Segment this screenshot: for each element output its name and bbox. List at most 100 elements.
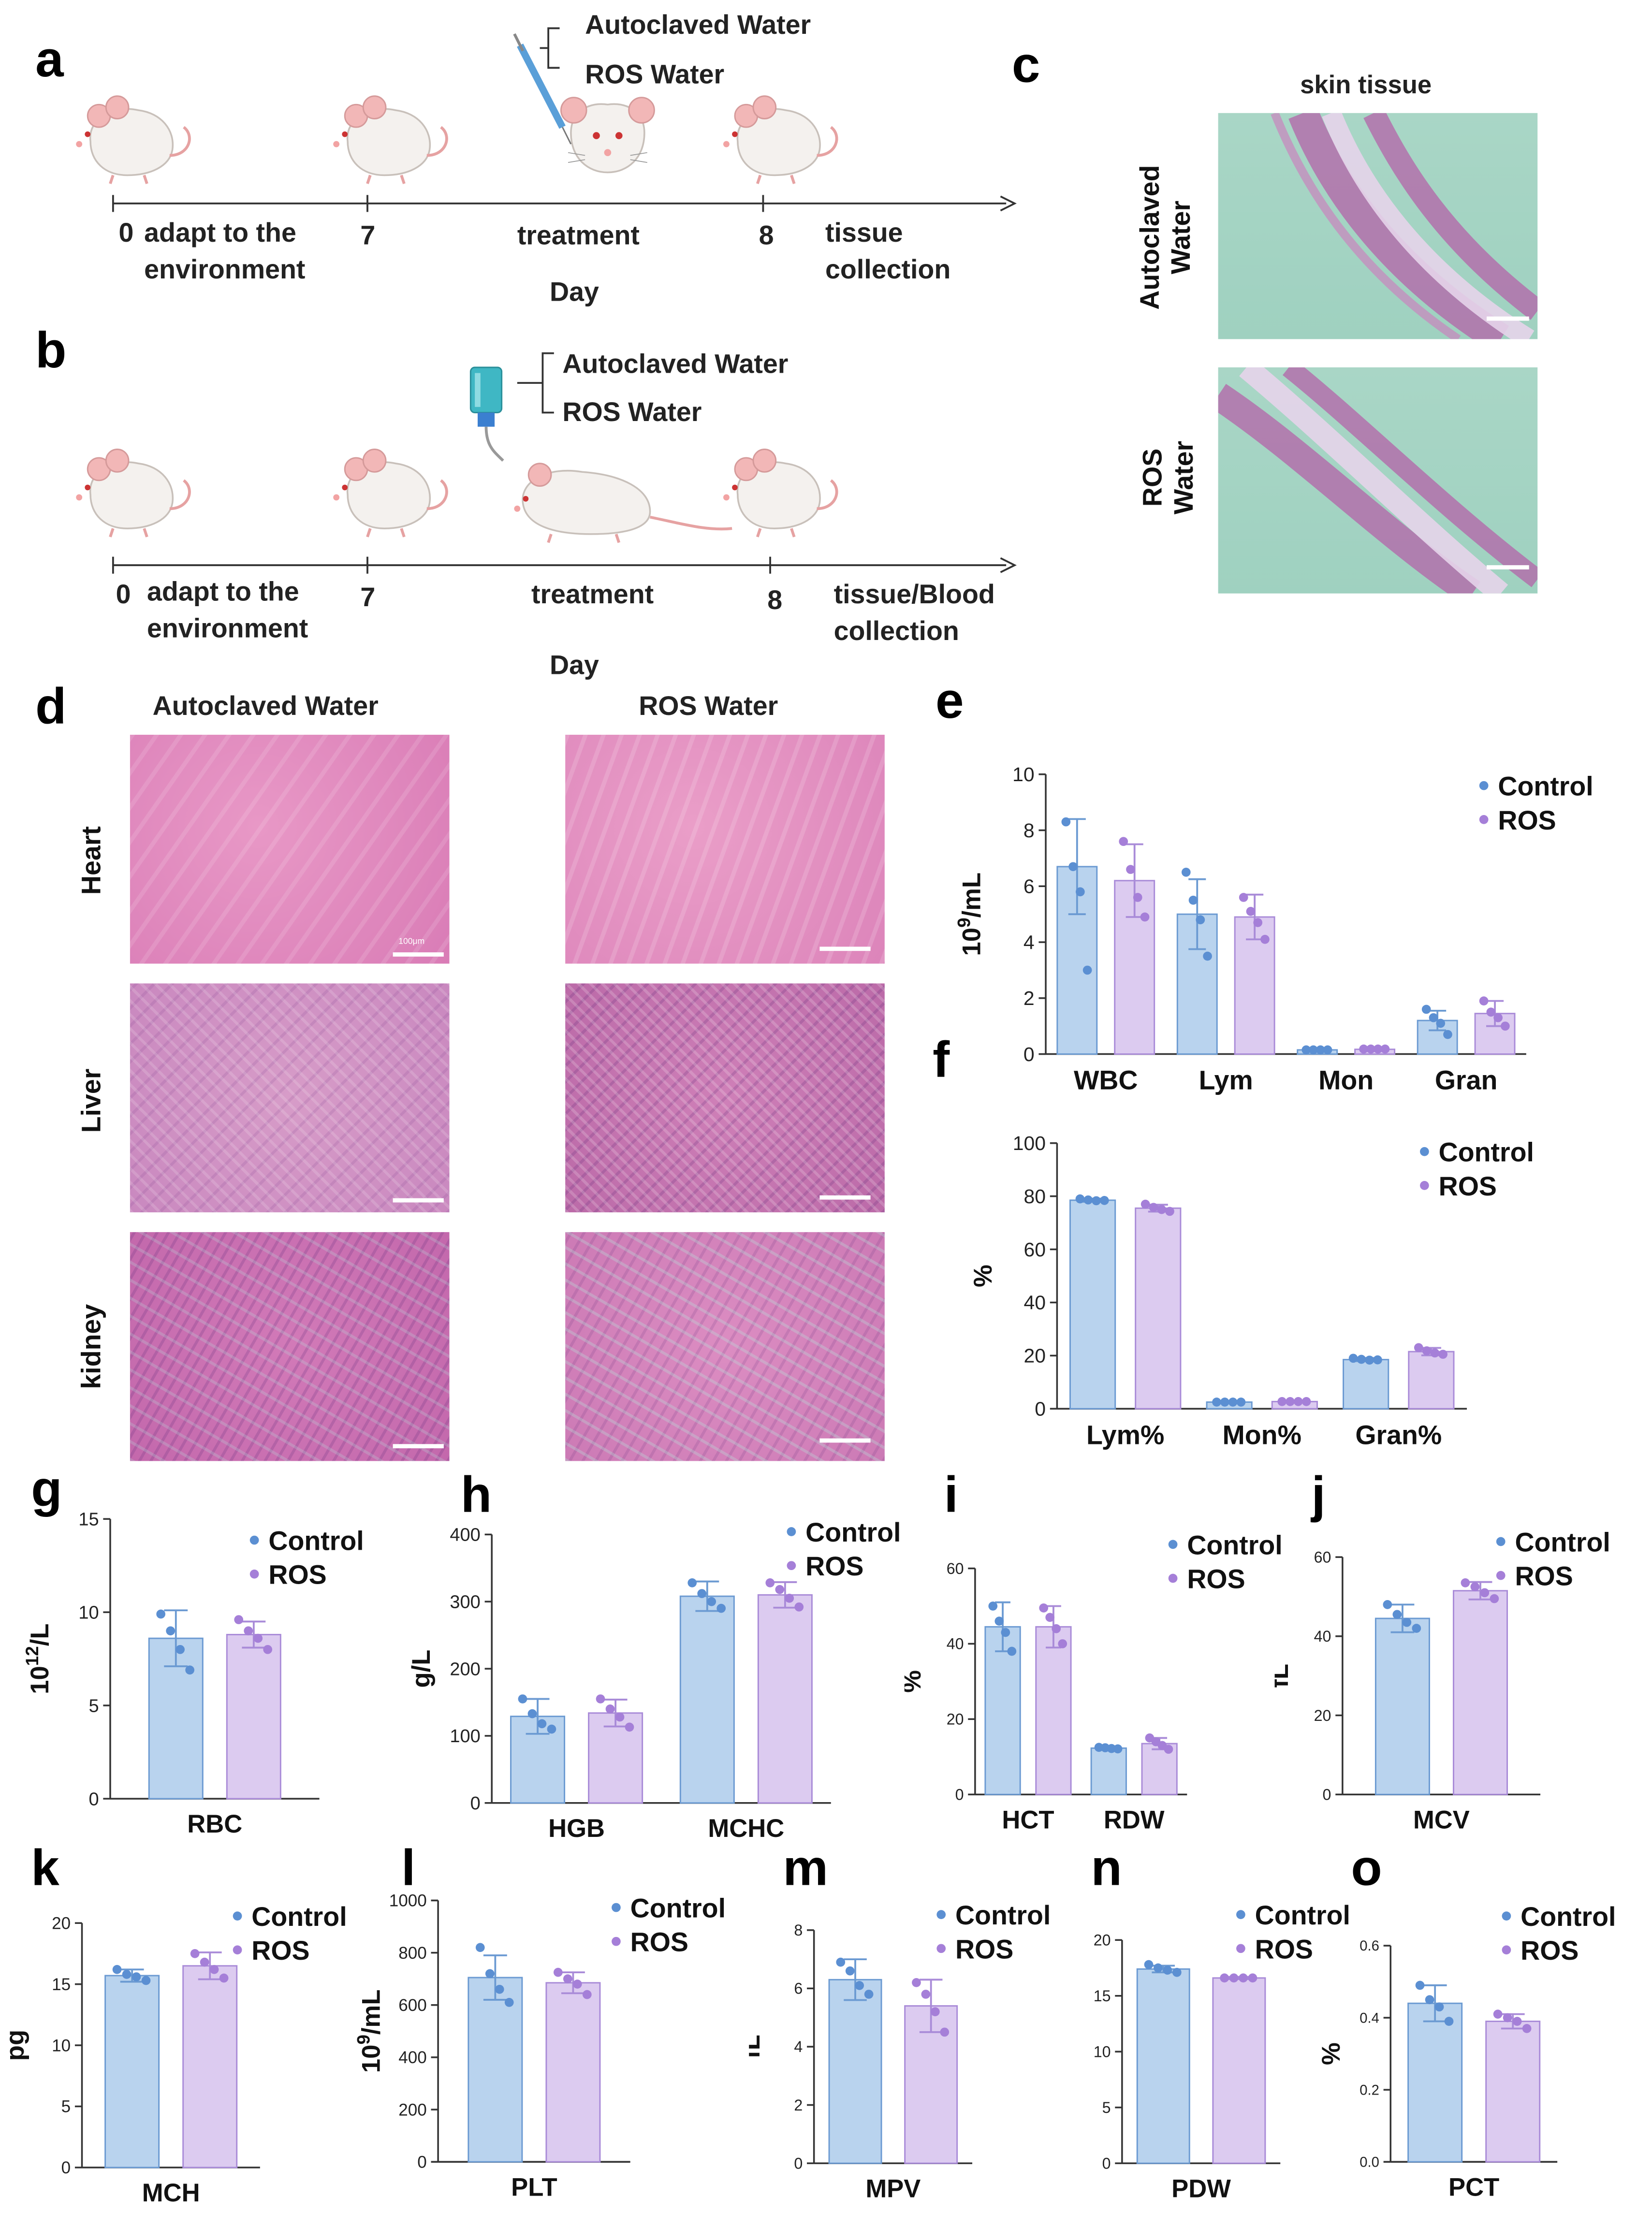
panel-label-c: c [1011, 35, 1040, 93]
data-point [1246, 907, 1256, 916]
chart-h: 0 100 200 300 400 g/L HGB MCHC Control ROS [410, 1517, 901, 1843]
category-label: RBC [187, 1810, 242, 1838]
data-point [1357, 1354, 1366, 1364]
y-tick-label: 6 [1023, 875, 1035, 898]
category-label: MCHC [708, 1814, 784, 1843]
data-point [1301, 1045, 1311, 1055]
data-point [1415, 1980, 1425, 1990]
y-tick-label: 800 [398, 1944, 427, 1963]
y-tick-label: 20 [1024, 1345, 1046, 1367]
row-label-ros: ROS Water [1139, 440, 1200, 515]
data-point [219, 1973, 229, 1983]
micrograph-heart-ros [565, 734, 885, 964]
panel-label-m: m [783, 1838, 828, 1896]
y-tick-label: 0 [88, 1789, 99, 1809]
data-point [1301, 1397, 1311, 1406]
data-point [1365, 1355, 1374, 1365]
data-point [1323, 1045, 1332, 1055]
row-label-autoclaved: Autoclaved Water [1136, 165, 1197, 310]
data-point [1309, 1045, 1318, 1055]
category-label: MCV [1413, 1805, 1470, 1834]
data-point [1366, 1044, 1375, 1054]
bar-control-lym% [1069, 1199, 1116, 1410]
y-tick-label: 10 [78, 1602, 99, 1623]
panel-label-b: b [35, 320, 67, 379]
data-point [1144, 1960, 1154, 1969]
data-point [1061, 817, 1071, 827]
data-point [1140, 1199, 1150, 1209]
legend-marker-control [1479, 781, 1489, 790]
y-tick-label: 0 [1023, 1043, 1035, 1065]
data-point [1425, 1995, 1434, 2005]
tick-label: collection [825, 256, 951, 286]
bar-ros-mcv [1452, 1590, 1508, 1795]
data-point [1470, 1582, 1480, 1591]
legend-label-ros: ROS [1187, 1564, 1245, 1594]
data-point [495, 1984, 504, 1994]
y-tick-label: 15 [1094, 1987, 1111, 2005]
data-point [1099, 1196, 1109, 1205]
data-point [1414, 1343, 1423, 1353]
legend-label-control: Control [955, 1900, 1051, 1930]
category-label: WBC [1074, 1065, 1138, 1095]
bar-ros-plt [545, 1982, 601, 2163]
data-point [596, 1694, 605, 1703]
legend-marker-control [1502, 1911, 1511, 1921]
legend-label-ros: ROS [1515, 1561, 1573, 1591]
legend-label-control: Control [805, 1517, 901, 1547]
data-point [1039, 1603, 1049, 1613]
data-point [1253, 918, 1263, 927]
data-point [1203, 951, 1212, 961]
micrograph-kidney-autoclaved [130, 1232, 450, 1461]
y-tick-label: 20 [1094, 1932, 1111, 1949]
column-title-ros: ROS Water [639, 692, 778, 722]
option-autoclaved: Autoclaved Water [585, 11, 811, 41]
data-point [1172, 1967, 1182, 1977]
legend-label-ros: ROS [1498, 805, 1556, 835]
tick-day: 7 [360, 221, 376, 252]
data-point [1512, 2017, 1522, 2026]
mouse-icon [514, 464, 732, 543]
legend-label-ros: ROS [955, 1934, 1013, 1964]
data-point [553, 1967, 563, 1977]
y-tick-label: 0 [1035, 1398, 1046, 1420]
data-point [1277, 1397, 1287, 1406]
tick-day: 0 [116, 581, 131, 611]
data-point [855, 1981, 864, 1990]
y-tick-label: 0.0 [1360, 2155, 1379, 2170]
tick-label: environment [146, 614, 308, 644]
panel-label-g: g [31, 1459, 62, 1518]
chart-e: 0 2 4 6 8 10 109/mL WBC Lym Mon Gran Control ROS [954, 763, 1593, 1095]
data-point [582, 1990, 592, 1999]
data-point [1486, 1007, 1496, 1017]
data-point [263, 1645, 273, 1654]
category-label: HGB [548, 1814, 605, 1843]
category-label: Mon% [1223, 1420, 1301, 1450]
y-tick-label: 40 [947, 1635, 964, 1653]
legend-marker-ros [249, 1569, 259, 1579]
y-tick-label: 4 [1023, 931, 1035, 953]
y-tick-label: 0 [955, 1786, 964, 1803]
micrograph-kidney-ros [565, 1232, 885, 1461]
data-point [605, 1704, 615, 1714]
y-tick-label: 0 [61, 2158, 71, 2177]
data-point [166, 1626, 175, 1636]
y-tick-label: 0 [417, 2153, 427, 2171]
y-axis-label: fL [749, 2035, 765, 2059]
category-label: Lym [1199, 1065, 1253, 1095]
micrograph-liver-autoclaved [130, 983, 450, 1212]
y-axis-label: % [1317, 2042, 1345, 2065]
scale-bar [819, 1438, 871, 1443]
category-label: HCT [1002, 1805, 1054, 1834]
bar-control-mchc [679, 1595, 735, 1804]
bar-control-mch [104, 1975, 160, 2169]
data-point [1429, 1013, 1438, 1022]
legend-marker-control [1496, 1537, 1506, 1546]
y-axis-label: g/L [410, 1650, 436, 1688]
data-point [1248, 1973, 1257, 1983]
data-point [1076, 887, 1085, 897]
data-point [1165, 1207, 1174, 1216]
chart-f: 0 20 40 60 80 100% Lym% Mon% Gran% Control ROS [969, 1132, 1534, 1450]
data-point [1052, 1624, 1061, 1633]
data-point [1461, 1578, 1470, 1587]
